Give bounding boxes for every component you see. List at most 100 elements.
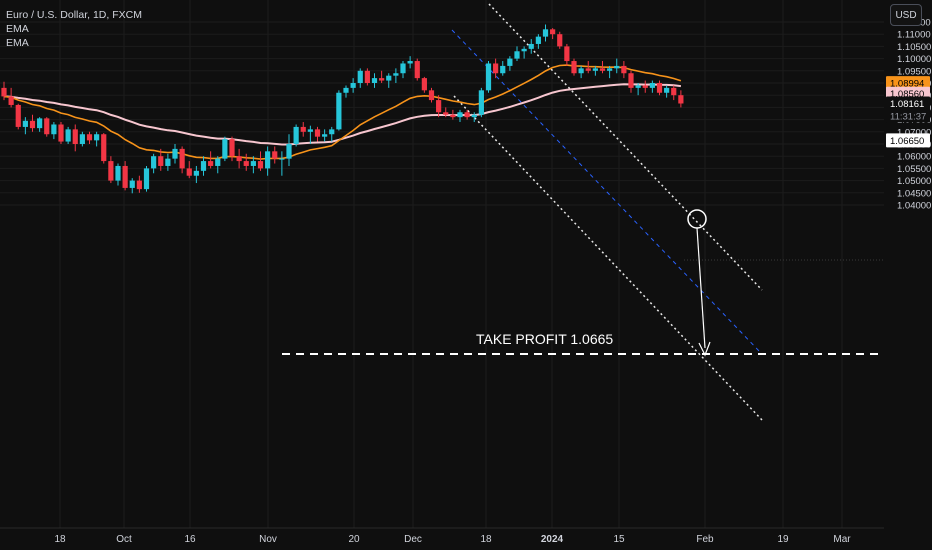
candle — [8, 87, 14, 108]
candle-body — [407, 61, 413, 64]
projection-arrow-head[interactable] — [698, 341, 711, 357]
candle — [236, 148, 242, 169]
candle-body — [314, 129, 321, 137]
candle — [215, 156, 221, 174]
candle-body — [222, 139, 228, 159]
candle-body — [350, 83, 356, 88]
candle-body — [179, 148, 185, 169]
channel-upper-line[interactable] — [488, 3, 763, 291]
candle-body — [450, 114, 456, 118]
candle — [279, 151, 285, 176]
candle — [471, 112, 477, 123]
time-tick-label: 15 — [613, 534, 625, 545]
candle — [165, 153, 171, 171]
candle — [229, 136, 235, 162]
candle — [493, 58, 499, 79]
candle — [407, 56, 413, 69]
candle — [293, 124, 299, 147]
candle — [94, 131, 100, 147]
candle — [108, 156, 114, 184]
ema-legend-1[interactable]: EMA — [6, 23, 29, 35]
candle-body — [457, 112, 463, 118]
candle-body — [293, 126, 299, 144]
candle-body — [400, 63, 406, 74]
price-tick-label: 1.04000 — [897, 201, 931, 212]
price-marker-box — [886, 133, 930, 148]
candle — [585, 61, 591, 74]
candle — [314, 126, 321, 142]
candle-body — [564, 46, 570, 62]
candle — [300, 122, 306, 137]
ema-legend-2[interactable]: EMA — [6, 37, 29, 49]
candle-body — [122, 165, 128, 188]
price-marker-label: 1.08560 — [890, 89, 924, 100]
currency-button[interactable]: USD — [890, 4, 922, 26]
candle — [44, 117, 50, 137]
candle — [15, 103, 21, 130]
time-tick-label: 18 — [480, 534, 492, 545]
candle-body — [1, 87, 7, 97]
candle — [450, 109, 456, 120]
time-tick-label: Mar — [833, 534, 851, 545]
candle — [336, 90, 342, 131]
candle — [414, 58, 420, 81]
candle — [172, 144, 178, 164]
candle-body — [371, 78, 378, 83]
projection-arrow-line[interactable] — [696, 227, 706, 349]
candle-body — [414, 61, 420, 79]
candle — [507, 56, 513, 71]
drawing-overlays[interactable] — [282, 3, 884, 421]
candle-body — [621, 65, 627, 74]
candle — [151, 153, 157, 174]
candle-body — [51, 124, 57, 135]
candle — [599, 61, 606, 74]
candle-body — [101, 134, 107, 162]
candle — [500, 61, 506, 76]
candle — [386, 73, 392, 88]
candle-body — [493, 63, 499, 74]
candle — [357, 68, 363, 88]
candle — [250, 156, 256, 174]
candle — [364, 68, 370, 86]
candle-body — [678, 95, 684, 104]
symbol-title[interactable]: Euro / U.S. Dollar, 1D, FXCM — [6, 9, 142, 21]
candle — [671, 85, 677, 101]
candle-body — [642, 85, 648, 88]
candle-body — [165, 158, 171, 166]
price-axis[interactable]: 1.040001.045001.050001.055001.060001.065… — [884, 0, 932, 550]
candle-body — [664, 87, 670, 93]
candle — [514, 46, 520, 62]
candle — [286, 134, 292, 166]
candle-body — [94, 134, 100, 141]
candle — [578, 65, 584, 79]
candle — [122, 161, 128, 191]
candle-body — [44, 118, 50, 135]
candle — [678, 90, 684, 108]
time-tick-label: 16 — [184, 534, 196, 545]
ema-lines — [3, 64, 682, 160]
candle — [86, 131, 93, 144]
candle-body — [521, 48, 527, 52]
candle — [265, 146, 271, 176]
candle — [158, 148, 164, 171]
drawings[interactable]: TAKE PROFIT 1.0665 — [476, 209, 711, 357]
candle — [457, 109, 463, 123]
time-axis[interactable]: 18 Oct 16 Nov 20 Dec 18 2024 15 Feb 19 Mar — [0, 527, 884, 545]
candle — [101, 133, 107, 164]
candle — [257, 151, 264, 171]
candle-body — [229, 139, 235, 157]
take-profit-annotation[interactable]: TAKE PROFIT 1.0665 — [476, 331, 613, 347]
time-tick-label: 2024 — [541, 534, 564, 545]
candle — [628, 70, 634, 93]
candle — [464, 109, 470, 120]
candle-body — [286, 144, 292, 159]
channel-mid-line[interactable] — [451, 29, 761, 353]
candle — [136, 175, 142, 193]
candle-body — [300, 126, 306, 132]
price-tick-label: 1.10000 — [897, 54, 931, 65]
candle-body — [329, 129, 335, 135]
candle-body — [343, 87, 349, 93]
time-tick-label: Nov — [259, 534, 277, 545]
candle-body — [379, 78, 385, 81]
